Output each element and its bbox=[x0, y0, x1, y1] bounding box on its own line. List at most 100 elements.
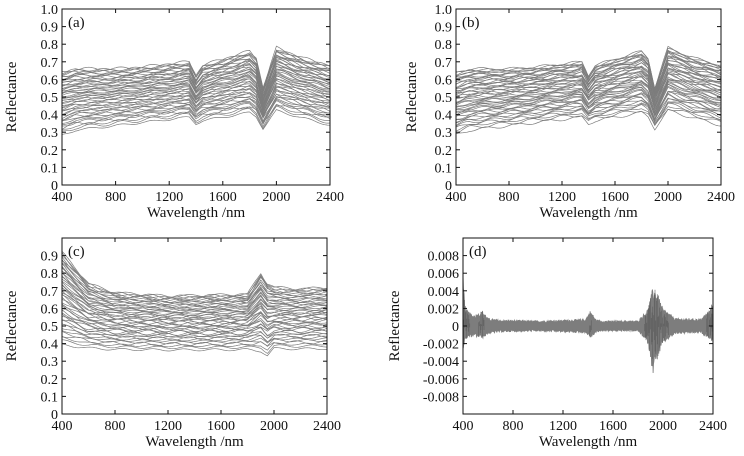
x-tick-label: 2400 bbox=[313, 419, 341, 434]
series-line bbox=[62, 339, 327, 354]
y-tick-label: 0.8 bbox=[41, 267, 59, 282]
y-tick-label: 0.006 bbox=[428, 267, 460, 282]
series-line bbox=[456, 79, 721, 111]
series-line bbox=[456, 50, 721, 94]
series-line bbox=[62, 65, 330, 103]
x-tick-label: 1200 bbox=[548, 190, 576, 205]
series-line bbox=[456, 63, 721, 102]
y-tick-label: 0.6 bbox=[435, 73, 453, 88]
y-tick-label: 0.7 bbox=[435, 56, 453, 71]
series-line bbox=[62, 71, 330, 105]
series-line bbox=[456, 72, 721, 107]
series-line bbox=[62, 100, 330, 127]
y-tick-label: 0.7 bbox=[41, 56, 59, 71]
series-line bbox=[456, 97, 721, 124]
y-tick-label: 0 bbox=[452, 320, 459, 335]
series-line bbox=[62, 280, 327, 314]
panel-label: (c) bbox=[68, 244, 85, 260]
series-line bbox=[62, 259, 327, 302]
y-tick-label: 0.8 bbox=[41, 38, 59, 53]
x-tick-label: 400 bbox=[453, 419, 474, 434]
y-tick-label: 0.5 bbox=[41, 91, 59, 106]
x-tick-label: 2000 bbox=[260, 419, 288, 434]
y-tick-label: 0.6 bbox=[41, 302, 59, 317]
series-line bbox=[456, 90, 721, 120]
y-tick-label: 1.0 bbox=[41, 3, 59, 18]
y-tick-label: 0.5 bbox=[435, 91, 453, 106]
x-tick-label: 2000 bbox=[649, 419, 677, 434]
series-line bbox=[456, 56, 721, 98]
series-line bbox=[62, 50, 330, 93]
series-line bbox=[456, 79, 721, 109]
y-tick-label: 0.4 bbox=[435, 109, 453, 124]
panel-c: 0 0.1 0.2 0.3 0.4 0.5 0.6 0.7 0.8 0.9 400 800 1200 16… bbox=[4, 237, 341, 450]
y-tick-label: 0.4 bbox=[41, 338, 59, 353]
x-tick-label: 2400 bbox=[707, 190, 735, 205]
y-tick-label: 0.6 bbox=[41, 73, 59, 88]
x-tick-label: 800 bbox=[105, 419, 126, 434]
x-tick-label: 400 bbox=[52, 419, 73, 434]
x-tick-label: 400 bbox=[446, 190, 467, 205]
series-line bbox=[456, 49, 721, 92]
y-tick-label: 0 bbox=[51, 179, 58, 194]
x-axis-label: Wavelength /nm bbox=[539, 434, 638, 450]
x-tick-label: 800 bbox=[105, 190, 126, 205]
x-tick-label: 1200 bbox=[549, 419, 577, 434]
y-tick-label: 0.1 bbox=[435, 161, 453, 176]
y-tick-label: 0.3 bbox=[41, 355, 59, 370]
y-tick-label: 0.8 bbox=[435, 38, 453, 53]
plot-area bbox=[463, 273, 713, 374]
noise-band bbox=[463, 273, 713, 374]
series-line bbox=[456, 62, 721, 99]
series-line bbox=[456, 85, 721, 116]
x-axis-label: Wavelength /nm bbox=[539, 205, 638, 221]
series-line bbox=[62, 263, 327, 305]
y-tick-label: 0.9 bbox=[41, 21, 59, 36]
series-line bbox=[456, 83, 721, 114]
y-tick-label: 0.5 bbox=[41, 320, 59, 335]
series-line bbox=[62, 281, 327, 315]
x-tick-label: 800 bbox=[503, 419, 524, 434]
series-line bbox=[62, 313, 327, 335]
series-line bbox=[456, 52, 721, 95]
y-tick-label: 0.1 bbox=[41, 390, 59, 405]
x-tick-label: 400 bbox=[52, 190, 73, 205]
series-line bbox=[62, 276, 327, 311]
series-line bbox=[62, 304, 327, 328]
series-line bbox=[456, 59, 721, 97]
y-tick-label: 0.008 bbox=[428, 250, 460, 265]
panel-d: -0.008 -0.006 -0.004 -0.002 0 0.002 0.004 0.006… bbox=[387, 237, 727, 450]
y-axis-label: Reflectance bbox=[387, 290, 403, 361]
series-line bbox=[62, 304, 327, 328]
series-line bbox=[62, 90, 330, 118]
series-line bbox=[62, 95, 330, 122]
series-line bbox=[62, 59, 330, 100]
series-line bbox=[62, 93, 330, 121]
series-line bbox=[456, 81, 721, 111]
y-tick-label: 0.002 bbox=[428, 302, 460, 317]
x-tick-label: 2400 bbox=[699, 419, 727, 434]
series-line bbox=[62, 309, 327, 333]
series-line bbox=[62, 284, 327, 317]
plot-area bbox=[62, 250, 327, 357]
series-line bbox=[62, 99, 330, 126]
series-line bbox=[456, 108, 721, 135]
y-tick-label: 1.0 bbox=[435, 3, 453, 18]
y-tick-label: 0.2 bbox=[41, 373, 59, 388]
series-line bbox=[456, 45, 721, 91]
series-line bbox=[62, 56, 330, 98]
series-line bbox=[62, 252, 327, 299]
series-line bbox=[62, 250, 327, 298]
series-line bbox=[62, 335, 327, 347]
series-line bbox=[62, 109, 330, 135]
series-line bbox=[62, 296, 327, 325]
y-tick-label: 0.4 bbox=[41, 109, 59, 124]
series-line bbox=[62, 75, 330, 109]
y-tick-label: 0.3 bbox=[435, 126, 453, 141]
series-line bbox=[456, 86, 721, 117]
series-line bbox=[62, 255, 327, 299]
series-line bbox=[456, 102, 721, 128]
series-line bbox=[62, 71, 330, 107]
series-line bbox=[456, 64, 721, 102]
